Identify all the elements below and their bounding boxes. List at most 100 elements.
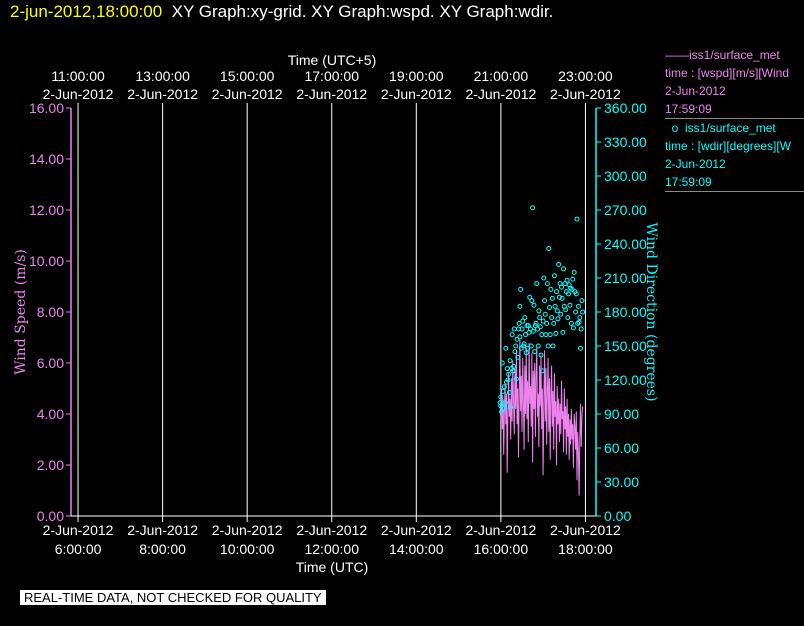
wind-speed-line xyxy=(499,339,584,496)
wind-direction-point xyxy=(503,345,509,351)
right-tick-label: 60.00 xyxy=(604,440,639,456)
wind-direction-point xyxy=(528,343,534,349)
top-tick-label-time: 13:00:00 xyxy=(135,68,190,84)
wind-direction-point xyxy=(513,343,519,349)
legend-wdir-date: 2-Jun-2012 xyxy=(665,157,726,171)
x-tick-label-time: 8:00:00 xyxy=(139,541,186,557)
wind-direction-point xyxy=(567,302,573,308)
wind-direction-point xyxy=(499,360,505,366)
legend-wdir-source: o iss1/surface_met xyxy=(665,121,776,135)
wind-direction-point xyxy=(548,286,554,292)
top-tick-label-date: 2-Jun-2012 xyxy=(127,86,198,102)
wind-direction-point xyxy=(577,315,583,321)
x-tick-label-date: 2-Jun-2012 xyxy=(465,522,536,538)
right-tick-label: 0.00 xyxy=(604,508,631,524)
wind-direction-point xyxy=(561,266,567,272)
top-tick-label-date: 2-Jun-2012 xyxy=(43,86,114,102)
wind-direction-point xyxy=(533,320,539,326)
top-tick-label-time: 21:00:00 xyxy=(474,68,529,84)
x-tick-label-date: 2-Jun-2012 xyxy=(212,522,283,538)
chart-header: 2-jun-2012,18:00:00 XY Graph:xy-grid. XY… xyxy=(10,2,553,22)
wind-direction-point xyxy=(530,205,536,211)
top-tick-label-time: 23:00:00 xyxy=(558,68,613,84)
wind-direction-point xyxy=(566,291,572,297)
wind-direction-point xyxy=(501,384,507,390)
wind-direction-point xyxy=(580,309,586,315)
wind-direction-point xyxy=(555,316,561,322)
wind-direction-point xyxy=(498,394,504,400)
top-tick-label-date: 2-Jun-2012 xyxy=(296,86,367,102)
grid-lines xyxy=(77,108,586,516)
wind-direction-point xyxy=(571,269,577,275)
top-axis-label: Time (UTC+5) xyxy=(288,52,377,68)
wind-direction-point xyxy=(517,334,523,340)
left-tick-label: 8.00 xyxy=(37,304,64,320)
header-timestamp: 2-jun-2012,18:00:00 xyxy=(10,2,163,21)
x-tick-label-time: 18:00:00 xyxy=(558,541,613,557)
legend-wind-direction: o iss1/surface_met time : [wdir][degrees… xyxy=(665,119,804,191)
wind-direction-point xyxy=(522,315,528,321)
right-tick-label: 330.00 xyxy=(604,134,647,150)
wind-direction-point xyxy=(574,216,580,222)
right-tick-label: 150.00 xyxy=(604,338,647,354)
wind-direction-point xyxy=(546,304,552,310)
legend-wspd-source: ——iss1/surface_met xyxy=(665,48,780,62)
top-tick-label-date: 2-Jun-2012 xyxy=(465,86,536,102)
wind-direction-point xyxy=(508,404,514,410)
left-tick-label: 4.00 xyxy=(37,406,64,422)
left-tick-label: 14.00 xyxy=(29,151,64,167)
wind-direction-point xyxy=(560,329,566,335)
wind-direction-point xyxy=(577,345,583,351)
wind-direction-point xyxy=(542,311,548,317)
wind-direction-point xyxy=(527,294,533,300)
left-tick-label: 0.00 xyxy=(37,508,64,524)
wind-direction-point xyxy=(575,303,581,309)
wind-direction-point xyxy=(538,352,544,358)
wind-direction-point xyxy=(556,294,562,300)
wind-direction-point xyxy=(564,277,570,283)
wind-direction-point xyxy=(554,289,560,295)
wind-direction-point xyxy=(559,295,565,301)
wind-direction-point xyxy=(509,332,515,338)
wind-direction-point xyxy=(558,284,564,290)
legend-wind-speed: ——iss1/surface_met time : [wspd][m/s][Wi… xyxy=(665,46,804,118)
x-tick-label-time: 16:00:00 xyxy=(474,541,529,557)
legend-wdir-time: 17:59:09 xyxy=(665,175,712,189)
wind-direction-point xyxy=(553,331,559,337)
wind-direction-point xyxy=(549,315,555,321)
wind-direction-point xyxy=(573,291,579,297)
left-axis-label: Wind Speed (m/s) xyxy=(13,249,29,375)
right-tick-label: 180.00 xyxy=(604,304,647,320)
x-tick-label-date: 2-Jun-2012 xyxy=(43,522,114,538)
wind-direction-point xyxy=(578,326,584,332)
wind-direction-point xyxy=(510,368,516,374)
legend-divider xyxy=(665,191,804,192)
wind-direction-point xyxy=(536,308,542,314)
wind-direction-point xyxy=(506,389,512,395)
wind-direction-point xyxy=(521,341,527,347)
wind-direction-point xyxy=(540,318,546,324)
wind-direction-point xyxy=(515,354,521,360)
x-tick-label-date: 2-Jun-2012 xyxy=(296,522,367,538)
left-tick-label: 10.00 xyxy=(29,253,64,269)
x-tick-label-time: 6:00:00 xyxy=(55,541,102,557)
wind-direction-point xyxy=(544,281,550,287)
header-graph-list: XY Graph:xy-grid. XY Graph:wspd. XY Grap… xyxy=(171,2,554,21)
top-tick-label-date: 2-Jun-2012 xyxy=(550,86,621,102)
right-tick-label: 120.00 xyxy=(604,372,647,388)
wind-direction-point xyxy=(547,332,553,338)
right-tick-label: 360.00 xyxy=(604,100,647,116)
top-tick-label-time: 15:00:00 xyxy=(220,68,275,84)
wind-direction-point xyxy=(558,311,564,317)
axes xyxy=(66,103,601,522)
wind-direction-point xyxy=(500,388,506,394)
wind-direction-point xyxy=(532,349,538,355)
wind-direction-point xyxy=(529,298,535,304)
bottom-axis-label: Time (UTC) xyxy=(296,559,369,575)
wind-direction-point xyxy=(531,302,537,308)
tick-labels: 2-Jun-2012 6:00:00 11:00:00 2-Jun-2012 2-Jun… xyxy=(29,68,647,557)
wind-direction-point xyxy=(541,275,547,281)
wind-direction-point xyxy=(576,319,582,325)
wind-direction-point xyxy=(501,405,507,411)
wind-direction-point xyxy=(563,307,569,313)
